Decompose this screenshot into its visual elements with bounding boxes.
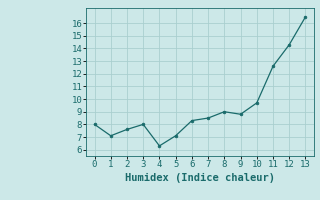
X-axis label: Humidex (Indice chaleur): Humidex (Indice chaleur)	[125, 173, 275, 183]
